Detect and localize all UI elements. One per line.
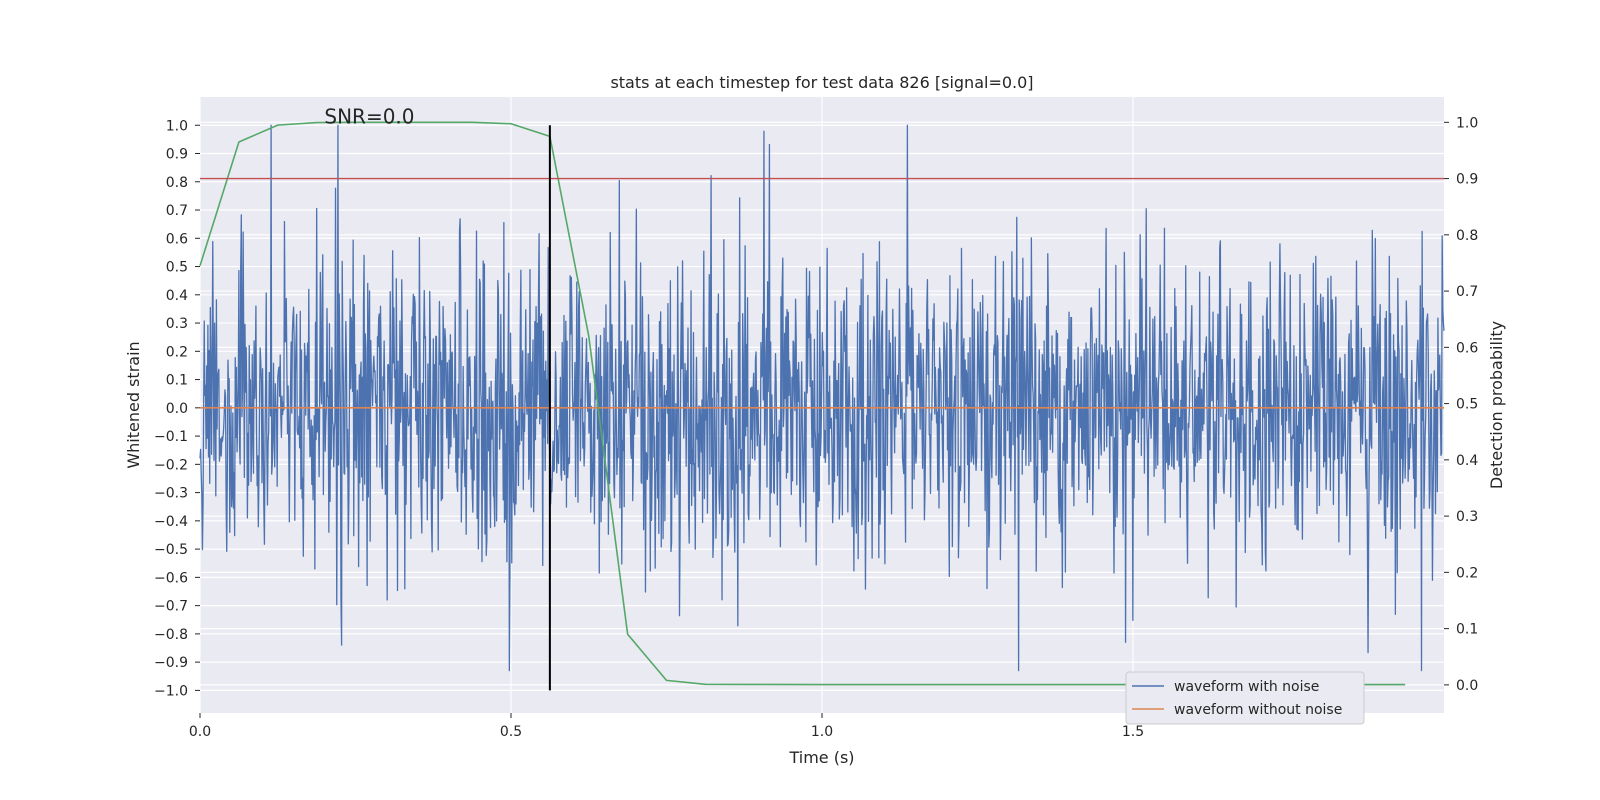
y-left-tick-label-6: 0.4 [166,288,188,304]
y-right-tick-label-5: 0.5 [1456,397,1478,413]
legend-label-waveform-with-noise: waveform with noise [1174,679,1319,695]
x-tick-label-2: 1.0 [811,724,833,740]
x-tick-label-0: 0.0 [189,724,211,740]
y-left-tick-label-15: −0.5 [154,542,188,558]
x-tick-label-3: 1.5 [1122,724,1144,740]
y-left-tick-label-0: 1.0 [166,118,188,134]
y-right-tick-label-7: 0.3 [1456,509,1478,525]
y-left-tick-label-18: −0.8 [154,627,188,643]
y-left-tick-label-12: −0.2 [154,457,188,473]
y-right-tick-label-1: 0.9 [1456,172,1478,188]
series-line-waveform-with-noise [199,124,1445,672]
series-line-detection-probability [199,121,1406,686]
y-left-tick-label-1: 0.9 [166,147,188,163]
y-left-tick-label-13: −0.3 [154,486,188,502]
legend-label-waveform-without-noise: waveform without noise [1174,702,1342,718]
y-left-tick-label-11: −0.1 [154,429,188,445]
y-left-tick-label-19: −0.9 [154,655,188,671]
y-axis-right-label: Detection probability [1487,321,1506,489]
y-left-tick-label-20: −1.0 [154,683,188,699]
y-left-tick-label-17: −0.7 [154,599,188,615]
y-left-tick-label-5: 0.5 [166,260,188,276]
x-tick-label-1: 0.5 [500,724,522,740]
y-left-tick-label-14: −0.4 [154,514,188,530]
series-layer [199,121,1445,691]
legend: waveform with noise waveform without noi… [1125,671,1365,725]
y-left-tick-label-2: 0.8 [166,175,188,191]
y-left-tick-label-4: 0.6 [166,231,188,247]
y-left-tick-label-16: −0.6 [154,570,188,586]
axes: 0.0 0.5 1.0 1.5 1.0 0.9 0.8 0.7 0.6 0.5 0.4 0.3 0.2 0… [154,115,1478,740]
legend-box [1125,671,1365,725]
y-right-tick-label-10: 0.0 [1456,678,1478,694]
y-left-tick-label-9: 0.1 [166,373,188,389]
y-right-tick-label-4: 0.6 [1456,340,1478,356]
y-right-tick-label-0: 1.0 [1456,115,1478,131]
chart-title: stats at each timestep for test data 826… [610,73,1033,92]
y-right-tick-label-6: 0.4 [1456,453,1478,469]
y-right-tick-label-8: 0.2 [1456,565,1478,581]
y-right-tick-label-2: 0.8 [1456,228,1478,244]
y-left-tick-label-8: 0.2 [166,344,188,360]
y-axis-left-label: Whitened strain [124,341,143,468]
snr-annotation: SNR=0.0 [324,104,414,128]
y-right-tick-label-3: 0.7 [1456,284,1478,300]
y-left-tick-label-10: 0.0 [166,401,188,417]
y-left-tick-label-7: 0.3 [166,316,188,332]
x-axis-label: Time (s) [788,748,854,767]
y-left-tick-label-3: 0.7 [166,203,188,219]
y-right-tick-label-9: 0.1 [1456,622,1478,638]
